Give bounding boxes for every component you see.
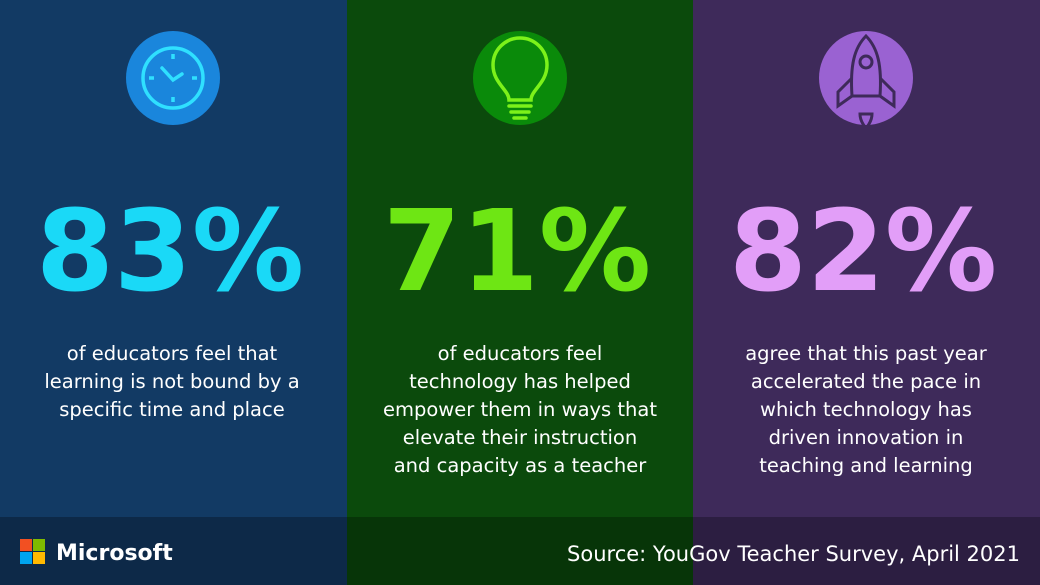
footer-band bbox=[0, 517, 1040, 585]
description-line: elevate their instruction bbox=[403, 426, 637, 449]
microsoft-logo bbox=[20, 539, 45, 564]
descriptions: of educators feel that learning is not bo… bbox=[44, 342, 987, 477]
description-line: agree that this past year bbox=[745, 342, 988, 365]
description-line: driven innovation in bbox=[769, 426, 964, 449]
rocket-icon bbox=[819, 31, 913, 131]
description-line: technology has helped bbox=[409, 370, 631, 393]
description-line: which technology has bbox=[760, 398, 972, 421]
source: Source: YouGov Teacher Survey, April 202… bbox=[567, 542, 1020, 566]
brand: Microsoft bbox=[56, 541, 173, 566]
description-line: of educators feel bbox=[438, 342, 603, 365]
stat: 71% bbox=[383, 187, 651, 317]
description-line: teaching and learning bbox=[759, 454, 972, 477]
bulb-icon bbox=[473, 31, 567, 125]
description-line: empower them in ways that bbox=[383, 398, 657, 421]
description-line: specific time and place bbox=[59, 398, 284, 421]
description-line: accelerated the pace in bbox=[751, 370, 981, 393]
description-line: learning is not bound by a bbox=[44, 370, 299, 393]
description-line: of educators feel that bbox=[67, 342, 278, 365]
description-line: and capacity as a teacher bbox=[394, 454, 648, 477]
stat: 83% bbox=[36, 187, 304, 317]
clock-icon bbox=[126, 31, 220, 125]
stat: 82% bbox=[729, 187, 997, 317]
